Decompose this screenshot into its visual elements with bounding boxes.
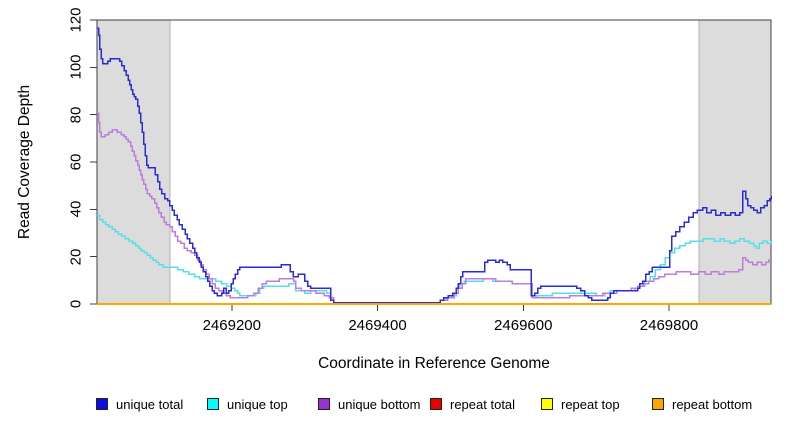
legend-item-repeat-total: repeat total [430,396,516,412]
y-tick-label: 60 [67,153,85,171]
legend-item-unique-total: unique total [96,396,184,412]
legend-label: repeat bottom [672,396,753,412]
y-tick-label: 80 [67,106,85,123]
legend-label: unique bottom [338,396,421,412]
x-tick-label: 2469400 [348,317,407,334]
legend-swatch-icon [430,398,442,410]
x-tick-label: 2469200 [202,317,261,334]
legend-label: unique top [227,396,288,412]
legend-item-repeat-top: repeat top [541,396,620,412]
y-axis-title: Read Coverage Depth [16,84,33,240]
x-tick-label: 2469600 [494,317,553,334]
legend-item-unique-bottom: unique bottom [318,396,421,412]
y-tick-label: 40 [67,200,85,218]
y-tick-label: 100 [67,54,85,80]
legend-swatch-icon [96,398,108,410]
legend-swatch-icon [652,398,664,410]
y-tick-label: 20 [67,248,85,265]
shaded-region [698,19,772,305]
legend-label: repeat total [450,396,516,412]
legend-label: repeat top [561,396,620,412]
legend-swatch-icon [207,398,219,410]
x-axis-title: Coordinate in Reference Genome [318,355,550,372]
legend-item-repeat-bottom: repeat bottom [652,396,753,412]
y-tick-label: 120 [67,7,85,33]
shaded-region [96,19,171,305]
x-tick-label: 2469800 [639,317,699,334]
legend-item-unique-top: unique top [207,396,288,412]
series-unique-bottom [97,112,771,304]
y-tick-label: 0 [67,299,85,309]
legend-swatch-icon [318,398,330,410]
legend-label: unique total [116,396,184,412]
legend-swatch-icon [541,398,553,410]
series-unique-total [97,27,772,304]
